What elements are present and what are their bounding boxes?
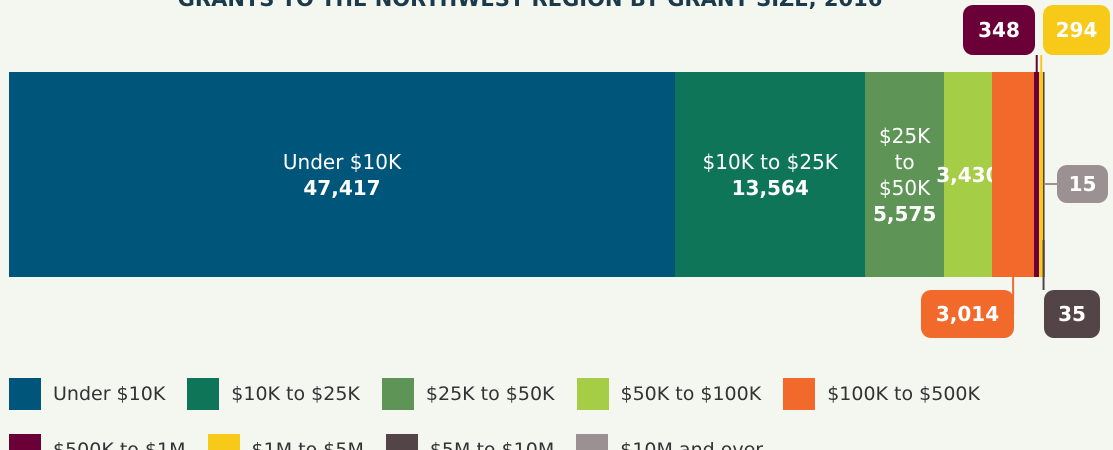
legend-item: $1M to $5M — [207, 434, 364, 450]
value-label: 47,417 — [303, 175, 381, 200]
bar-segment: $10K to $25K 13,564 — [674, 72, 866, 277]
value-label: 5,575 — [872, 201, 937, 226]
value-label: 15 — [1057, 165, 1108, 203]
category-label: $25K to $50K — [878, 123, 931, 200]
legend-label: $100K to $500K — [827, 383, 980, 405]
category-label: Under $10K — [282, 149, 402, 174]
legend-swatch — [9, 434, 41, 450]
bar-segment — [1034, 72, 1040, 277]
bar-segment: Under $10K 47,417 — [9, 72, 675, 277]
legend-item: $500K to $1M — [9, 434, 186, 450]
legend-swatch — [207, 434, 240, 450]
legend-swatch — [576, 434, 609, 450]
legend-label: $1M to $5M — [251, 439, 364, 450]
legend-swatch — [381, 378, 414, 410]
legend-label: Under $10K — [53, 383, 166, 405]
legend-item: $100K to $500K — [783, 378, 980, 410]
bar-segment: 3,430 — [936, 72, 999, 277]
value-label: 3,014 — [921, 290, 1014, 338]
legend-label: $500K to $1M — [53, 439, 186, 450]
legend-swatch — [385, 434, 418, 450]
legend-swatch — [783, 378, 816, 410]
legend-item: $25K to $50K — [381, 378, 555, 410]
bar-segment — [1039, 72, 1044, 277]
legend-item: $5M to $10M — [385, 434, 555, 450]
legend-swatch — [187, 378, 220, 410]
category-label: $10K to $25K — [702, 149, 838, 174]
legend-item: $10M and over — [576, 434, 763, 450]
legend-label: $25K to $50K — [425, 383, 555, 405]
legend-label: $5M to $10M — [429, 439, 555, 450]
value-label: 35 — [1044, 290, 1100, 338]
segment-label: $10K to $25K 13,564 — [703, 149, 838, 201]
bar-segment: $25K to $50K 5,575 — [865, 72, 944, 277]
value-label: 3,430 — [936, 162, 1000, 187]
value-label: 348 — [963, 5, 1035, 55]
legend-item: Under $10K — [9, 378, 165, 410]
legend-item: $50K to $100K — [576, 378, 762, 410]
segment-label: $25K to $50K 5,575 — [870, 123, 940, 227]
value-label: 13,564 — [731, 175, 809, 200]
legend-label: $50K to $100K — [620, 383, 762, 405]
legend-label: $10M and over — [620, 439, 764, 450]
legend-label: $10K to $25K — [231, 383, 360, 405]
segment-label: Under $10K 47,417 — [283, 149, 401, 201]
chart-title: GRANTS TO THE NORTHWEST REGION BY GRANT … — [0, 0, 1060, 11]
value-label: 294 — [1043, 5, 1110, 55]
legend-item: $10K to $25K — [187, 378, 360, 410]
legend-swatch — [9, 378, 41, 410]
legend-swatch — [576, 378, 609, 410]
legend: Under $10K $10K to $25K $25K to $50K $50K t… — [9, 378, 1089, 450]
